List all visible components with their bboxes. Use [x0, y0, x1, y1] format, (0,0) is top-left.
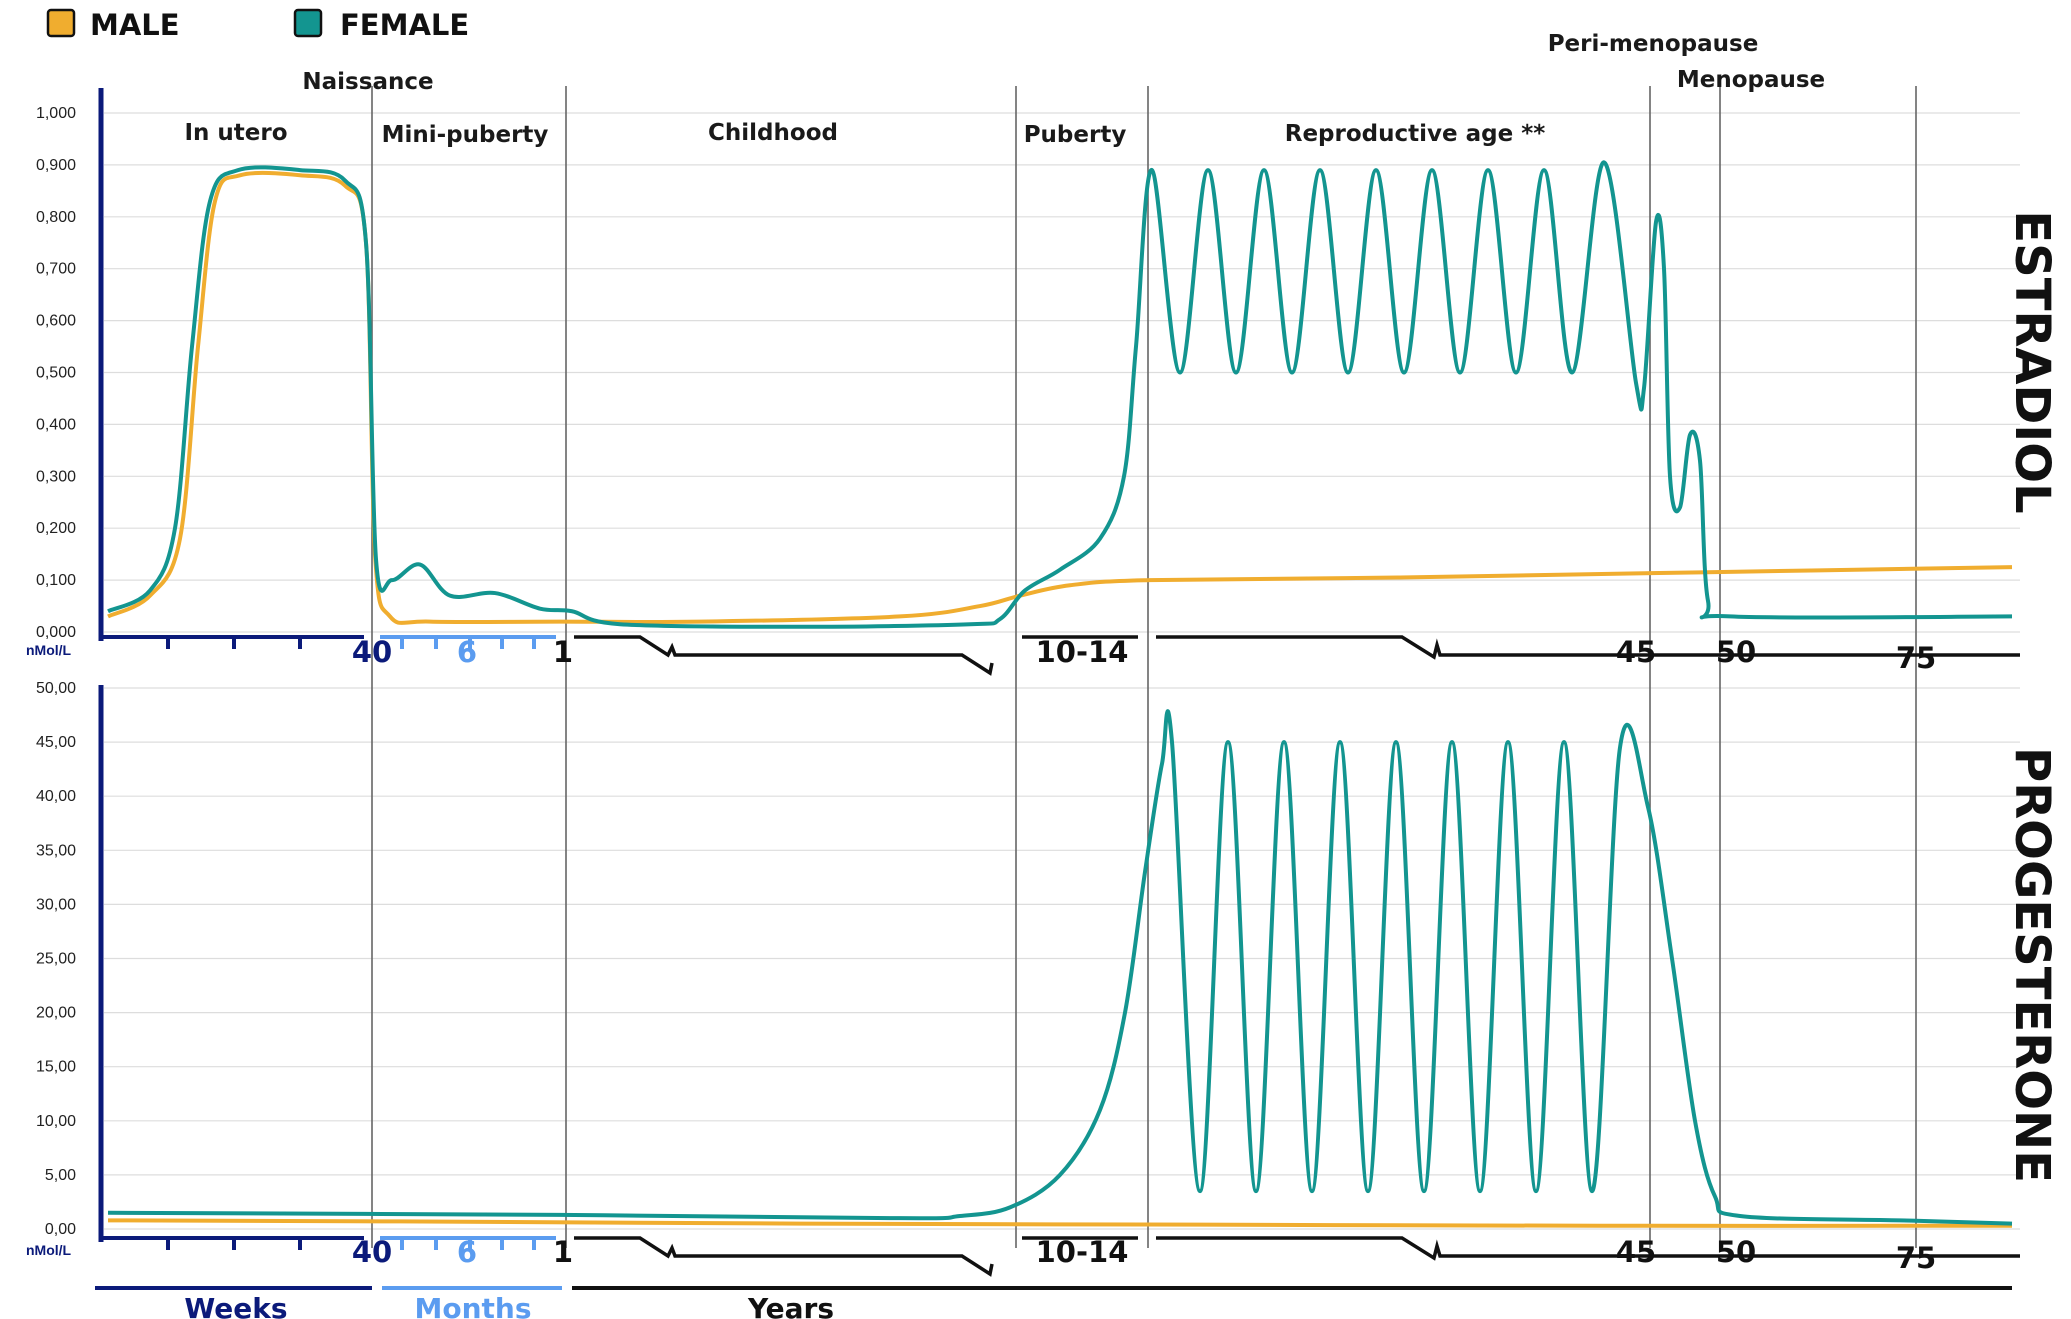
y-tick-label: 0,900 [36, 157, 76, 174]
stage-in-utero: In utero [184, 120, 287, 146]
x-tick-label: 10-14 [1036, 1235, 1129, 1269]
legend: MALE FEMALE [46, 8, 469, 42]
y-tick-label: 15,00 [36, 1059, 76, 1076]
y-tick-label: 0,800 [36, 209, 76, 226]
progesterone-unit: nMol/L [26, 1242, 72, 1258]
x-tick-label: 75 [1896, 641, 1936, 675]
progesterone-title: PROGESTERONE [2004, 747, 2060, 1183]
band-months: Months [414, 1292, 531, 1319]
estradiol-female-line [107, 160, 2013, 629]
x-tick-label: 1 [553, 1235, 573, 1269]
x-tick-label: 40 [352, 635, 392, 669]
x-tick-label: 50 [1716, 635, 1756, 669]
estradiol-title: ESTRADIOL [2004, 210, 2060, 513]
stage-dividers [371, 86, 1917, 1248]
y-tick-label: 40,00 [36, 788, 76, 805]
estradiol-unit: nMol/L [26, 642, 72, 658]
y-tick-label: 0,700 [36, 261, 76, 278]
progesterone-female-line [107, 709, 2013, 1226]
progesterone-grid: 0,00 5,00 10,00 15,00 20,00 25,00 30,00 35,00 40… [36, 680, 2020, 1238]
x-tick-label: 6 [457, 1235, 477, 1269]
y-tick-label: 5,00 [45, 1167, 76, 1184]
y-tick-label: 35,00 [36, 842, 76, 859]
stage-mini-puberty: Mini-puberty [382, 122, 549, 148]
x-tick-label: 1 [553, 635, 573, 669]
years-axis-break [574, 1236, 994, 1277]
y-tick-label: 30,00 [36, 896, 76, 913]
y-tick-label: 50,00 [36, 680, 76, 697]
legend-male-swatch [46, 8, 76, 38]
y-tick-label: 0,600 [36, 313, 76, 330]
band-weeks: Weeks [184, 1292, 287, 1319]
stage-reproductive-age: Reproductive age ** [1285, 121, 1546, 147]
x-tick-labels: 40 6 1 10-14 45 50 75 40 6 1 10-14 45 50 75 [352, 635, 1936, 1275]
stage-puberty: Puberty [1024, 122, 1127, 148]
y-tick-label: 0,200 [36, 520, 76, 537]
y-tick-label: 0,300 [36, 468, 76, 485]
x-tick-label: 50 [1716, 1235, 1756, 1269]
years-axis-break [1156, 635, 2020, 660]
years-axis-break [1156, 1236, 2020, 1261]
stage-labels: In utero Naissance Mini-puberty Childhoo… [184, 31, 1825, 148]
estradiol-male-line [107, 170, 2013, 625]
estradiol-grid: 0,000 0,100 0,200 0,300 0,400 0,500 0,600 0,700… [36, 105, 2020, 641]
stage-childhood: Childhood [708, 120, 838, 146]
axes [98, 88, 2020, 1277]
x-tick-label: 40 [352, 1235, 392, 1269]
y-tick-label: 25,00 [36, 951, 76, 968]
y-tick-label: 20,00 [36, 1005, 76, 1022]
y-tick-label: 0,00 [45, 1221, 76, 1238]
stage-peri-menopause: Peri-menopause [1548, 31, 1759, 57]
legend-male-label: MALE [90, 8, 180, 42]
y-tick-label: 10,00 [36, 1113, 76, 1130]
x-tick-label: 45 [1616, 635, 1656, 669]
legend-female-swatch [293, 8, 323, 38]
series-curves [107, 160, 2013, 1228]
y-tick-label: 45,00 [36, 734, 76, 751]
years-axis-break [574, 635, 994, 676]
progesterone-male-line [107, 1218, 2013, 1228]
legend-female-label: FEMALE [340, 8, 469, 42]
x-tick-label: 75 [1896, 1241, 1936, 1275]
x-tick-label: 10-14 [1036, 635, 1129, 669]
timeline-bands: Weeks Months Years [95, 1286, 2012, 1319]
y-tick-label: 0,000 [36, 624, 76, 641]
x-tick-label: 45 [1616, 1235, 1656, 1269]
stage-naissance: Naissance [302, 69, 433, 95]
stage-menopause: Menopause [1677, 67, 1825, 93]
x-tick-label: 6 [457, 635, 477, 669]
y-tick-label: 0,400 [36, 416, 76, 433]
y-tick-label: 1,000 [36, 105, 76, 122]
y-tick-label: 0,500 [36, 365, 76, 382]
band-years: Years [747, 1292, 834, 1319]
y-tick-label: 0,100 [36, 572, 76, 589]
